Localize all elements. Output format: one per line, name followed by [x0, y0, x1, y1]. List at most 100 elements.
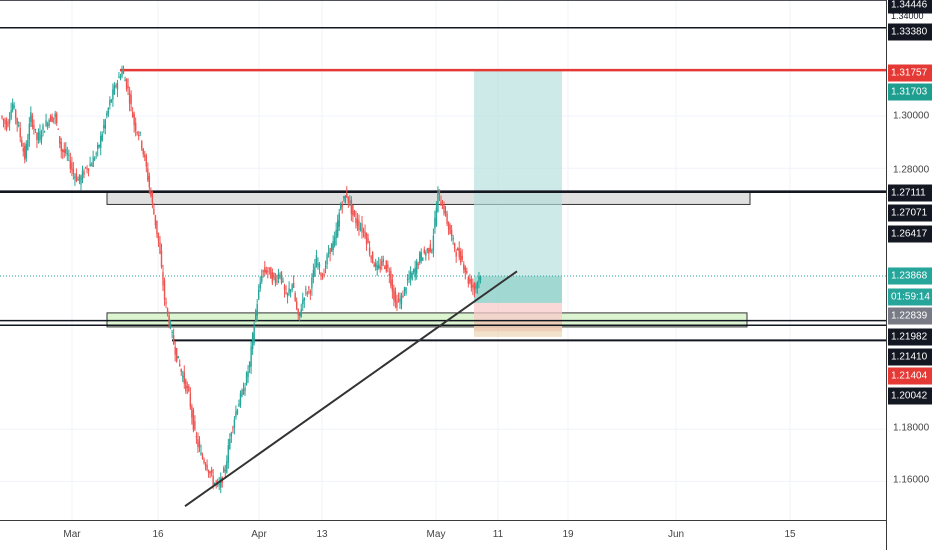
candle-body: [109, 100, 111, 106]
candle-body: [444, 211, 447, 214]
candle-body: [238, 404, 240, 407]
candle-body: [440, 201, 442, 206]
time-label: Jun: [667, 529, 685, 540]
chart-plot-area[interactable]: [0, 0, 886, 520]
candle-body: [162, 272, 164, 286]
candle-body: [207, 470, 210, 474]
candle-body: [86, 168, 88, 170]
candle-body: [51, 116, 53, 122]
candle-body: [254, 311, 257, 322]
candle-body: [309, 291, 312, 294]
candle-body: [247, 371, 249, 377]
candle-body: [206, 464, 208, 470]
candle-body: [279, 275, 281, 278]
candle-body: [327, 252, 330, 254]
candle-body: [121, 70, 123, 77]
candle-body: [28, 123, 31, 140]
candle-body: [49, 115, 52, 122]
candle-body: [340, 205, 342, 210]
candle-body: [191, 406, 193, 418]
candle-body: [27, 139, 29, 150]
candle-body: [251, 333, 254, 350]
candle-body: [324, 266, 327, 268]
candle-body: [420, 251, 422, 261]
candle-body: [189, 393, 192, 408]
candlestick-chart[interactable]: [0, 0, 886, 520]
candle-body: [379, 266, 381, 269]
candle-body: [317, 263, 319, 265]
candle-body: [163, 280, 166, 300]
current-price-tag: 1.23868: [888, 267, 932, 285]
candle-body: [220, 478, 222, 488]
candle-body: [52, 117, 55, 119]
time-scale[interactable]: Mar 16 Apr 13 May 11 19 Jun 15: [0, 520, 886, 551]
candle-body: [429, 244, 432, 252]
candle-body: [63, 149, 65, 153]
candle-body: [390, 270, 392, 286]
candle-body: [19, 127, 21, 138]
candle-body: [218, 483, 220, 485]
price-tag-level: 1.27071: [888, 204, 932, 222]
candle-body: [43, 131, 46, 133]
candle-body: [460, 251, 462, 263]
candle-body: [59, 136, 61, 144]
candle-body: [180, 369, 182, 373]
candle-body: [250, 346, 252, 367]
candle-body: [118, 76, 120, 78]
time-label: May: [426, 529, 446, 540]
position-filled-zone: [474, 276, 562, 303]
candle-body: [223, 467, 225, 473]
candle-body: [229, 438, 231, 450]
candle-body: [385, 260, 388, 272]
candle-body: [358, 220, 360, 230]
candle-body: [87, 168, 90, 171]
candle-body: [341, 205, 343, 208]
candle-body: [452, 237, 454, 240]
candle-body: [138, 134, 140, 137]
candle-body: [359, 228, 362, 230]
candle-body: [265, 270, 268, 274]
candle-body: [36, 132, 38, 141]
candle-body: [426, 248, 429, 251]
candle-body: [464, 267, 466, 273]
candle-body: [244, 387, 246, 391]
candle-body: [338, 213, 340, 227]
candle-body: [200, 452, 202, 455]
candle-body: [376, 265, 378, 270]
candle-body: [213, 482, 216, 485]
candle-body: [71, 162, 73, 170]
candle-body: [361, 223, 363, 233]
candle-body: [46, 123, 49, 126]
candle-body: [241, 390, 243, 397]
candle-body: [235, 411, 237, 417]
candle-body: [215, 481, 217, 483]
candle-body: [115, 85, 117, 87]
candle-body: [95, 153, 97, 155]
candle-body: [22, 148, 24, 152]
candle-body: [387, 264, 389, 269]
candle-body: [258, 289, 260, 300]
candle-body: [39, 131, 41, 141]
candle-body: [74, 176, 76, 179]
candle-body: [133, 113, 135, 126]
candle-body: [174, 346, 176, 355]
candle-body: [308, 286, 310, 289]
time-label: 15: [784, 529, 796, 540]
candle-body: [435, 207, 438, 226]
candle-body: [2, 118, 5, 121]
candle-body: [280, 271, 283, 283]
candle-body: [475, 285, 477, 289]
candle-body: [66, 153, 69, 155]
candle-body: [177, 356, 179, 359]
candle-body: [232, 427, 234, 429]
price-scale[interactable]: 1.30000 1.28000 1.18000 1.16000 1.34000 …: [886, 0, 932, 550]
candle-body: [415, 261, 418, 274]
candle-body: [412, 269, 415, 273]
candle-body: [127, 85, 129, 89]
candle-body: [270, 267, 272, 279]
candle-body: [370, 256, 372, 259]
candle-body: [288, 288, 290, 293]
candle-body: [467, 276, 470, 284]
candle-body: [431, 249, 433, 253]
candle-body: [282, 280, 284, 282]
